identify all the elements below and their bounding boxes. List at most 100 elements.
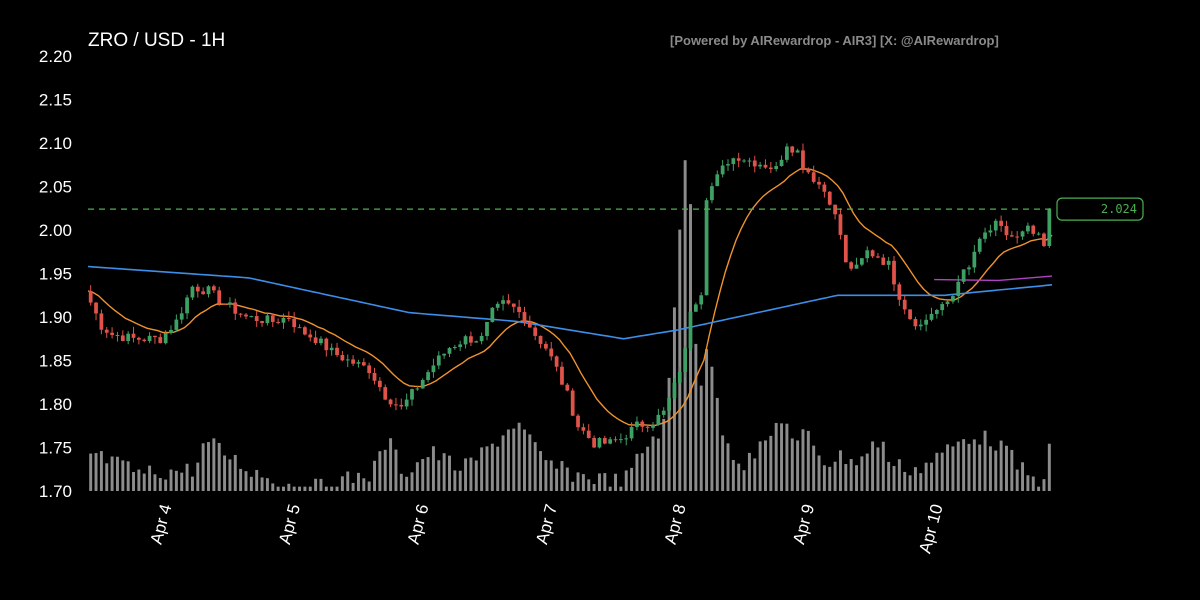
- volume-bar: [523, 429, 526, 491]
- candle-body: [533, 327, 538, 336]
- candle-body: [99, 313, 104, 330]
- candle-body: [115, 334, 120, 336]
- volume-bar: [378, 451, 382, 491]
- candle-body: [951, 296, 955, 302]
- volume-bar: [190, 476, 194, 491]
- candle-body: [351, 359, 355, 364]
- x-axis: Apr 4 Apr 5 Apr 6 Apr 7 Apr 8 Apr 9 Apr 10: [147, 502, 947, 555]
- volume-bar: [330, 486, 334, 491]
- x-tick-label: Apr 7: [532, 502, 561, 546]
- volume-bar: [576, 472, 580, 491]
- volume-bar: [678, 229, 682, 492]
- volume-bar: [169, 469, 173, 491]
- candle-body: [726, 164, 730, 166]
- y-tick-label: 1.90: [39, 308, 72, 327]
- candle-body: [228, 302, 232, 305]
- volume-bar: [838, 450, 842, 491]
- candle-body: [902, 299, 907, 310]
- y-tick-label: 1.95: [39, 265, 72, 284]
- volume-bar: [126, 461, 130, 491]
- candle-body: [570, 390, 575, 416]
- candle-body: [860, 258, 864, 265]
- candle-body: [383, 387, 388, 400]
- volume-bar: [742, 470, 746, 491]
- candle-body: [361, 362, 366, 366]
- candle-body: [378, 380, 382, 388]
- volume-bar: [608, 486, 612, 491]
- volume-bar: [469, 457, 473, 491]
- volume-bar: [908, 475, 912, 491]
- volume-bar: [1021, 462, 1025, 491]
- volume-bar: [828, 466, 832, 491]
- candle-body: [983, 232, 987, 239]
- y-tick-label: 1.70: [39, 482, 72, 501]
- chart-title: ZRO / USD - 1H: [88, 30, 225, 51]
- candle-body: [501, 300, 505, 304]
- candle-body: [956, 281, 961, 297]
- volume-bar: [592, 484, 596, 491]
- volume-bar: [405, 476, 409, 491]
- volume-bar: [265, 478, 269, 491]
- volume-bar: [715, 397, 719, 491]
- candle-body: [993, 220, 998, 231]
- volume-bar: [228, 459, 232, 491]
- volume-bar: [1026, 475, 1030, 491]
- candle-body: [131, 333, 136, 338]
- volume-bar: [394, 449, 398, 491]
- candle-body: [217, 290, 222, 304]
- volume-bar: [731, 459, 735, 491]
- candle-body: [806, 169, 811, 173]
- volume-bar: [555, 468, 559, 491]
- candle-body: [790, 146, 795, 153]
- candle-body: [897, 284, 902, 300]
- volume-bar: [148, 465, 152, 491]
- volume-bar: [212, 438, 216, 491]
- volume-bar: [897, 459, 901, 491]
- volume-bar: [94, 453, 98, 491]
- volume-bar: [705, 349, 709, 491]
- candle-body: [313, 337, 318, 344]
- candle-body: [554, 356, 559, 367]
- candle-body: [345, 359, 350, 361]
- candle-body: [110, 332, 114, 335]
- candle-body: [244, 314, 248, 317]
- candle-body: [704, 200, 709, 296]
- candle-body: [147, 335, 152, 342]
- candle-body: [688, 311, 693, 349]
- volume-bar: [132, 472, 135, 491]
- volume-bar: [319, 478, 323, 491]
- candle-body: [613, 439, 618, 441]
- volume-bar: [999, 440, 1003, 491]
- candle-body: [865, 250, 870, 259]
- candle-body: [238, 313, 243, 315]
- volume-bar: [153, 474, 157, 491]
- volume-bar: [340, 476, 344, 491]
- volume-bar: [1037, 486, 1041, 491]
- candle-body: [211, 286, 216, 291]
- candle-body: [426, 372, 430, 380]
- candle-body: [774, 166, 779, 170]
- volume-bar: [437, 460, 441, 491]
- volume-bar: [453, 470, 457, 491]
- y-tick-label: 1.75: [39, 439, 72, 458]
- candle-body: [126, 333, 131, 341]
- volume-bar: [180, 472, 184, 491]
- volume-bars: [89, 160, 1051, 492]
- volume-bar: [956, 441, 960, 491]
- volume-bar: [913, 467, 917, 491]
- volume-bar: [544, 460, 548, 491]
- volume-bar: [533, 442, 537, 491]
- candle-body: [319, 338, 323, 344]
- volume-bar: [780, 423, 784, 491]
- candle-body: [940, 304, 945, 311]
- volume-bar: [110, 456, 114, 491]
- moving-averages: [87, 168, 1053, 426]
- candle-body: [404, 399, 409, 407]
- volume-bar: [871, 441, 875, 491]
- candle-body: [876, 256, 880, 258]
- candle-body: [169, 329, 173, 333]
- volume-bar: [860, 456, 864, 491]
- volume-bar: [1005, 445, 1008, 491]
